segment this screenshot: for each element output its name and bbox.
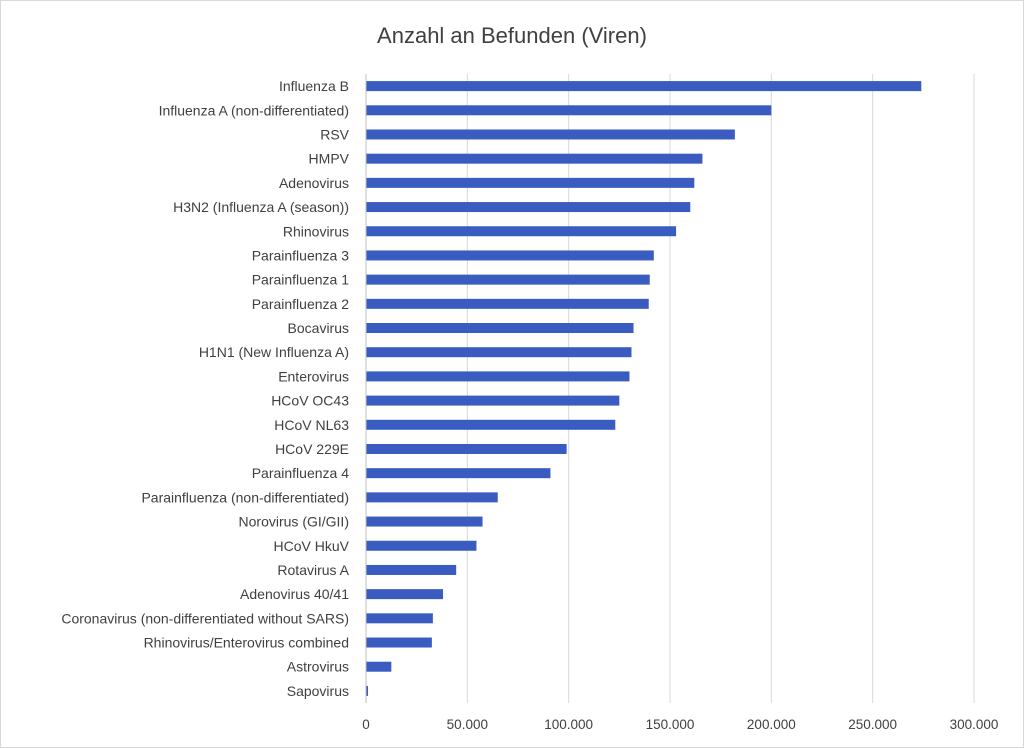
category-label: HCoV HkuV xyxy=(274,538,350,554)
bar xyxy=(366,564,457,575)
x-tick-label: 250.000 xyxy=(848,717,897,732)
category-label: Influenza B xyxy=(279,78,349,94)
bar xyxy=(366,153,703,164)
x-tick-label: 200.000 xyxy=(747,717,796,732)
category-label: Astrovirus xyxy=(287,659,349,675)
category-label: HMPV xyxy=(309,151,350,167)
chart-title: Anzahl an Befunden (Viren) xyxy=(377,23,647,48)
bars xyxy=(366,81,922,696)
bar xyxy=(366,250,654,261)
bar xyxy=(366,613,433,624)
category-label: HCoV NL63 xyxy=(274,417,349,433)
bar xyxy=(366,105,772,116)
bar xyxy=(366,274,650,285)
category-label: Parainfluenza (non-differentiated) xyxy=(141,489,349,505)
category-label: Parainfluenza 1 xyxy=(252,272,350,288)
category-label: Adenovirus 40/41 xyxy=(240,586,349,602)
category-label: Sapovirus xyxy=(287,683,349,699)
bar xyxy=(366,540,477,551)
x-tick-label: 0 xyxy=(362,717,370,732)
category-labels: Influenza B Influenza A (non-differentiat… xyxy=(61,78,349,699)
bar xyxy=(366,492,498,503)
category-label: HCoV 229E xyxy=(275,441,349,457)
bar xyxy=(366,371,630,382)
bar xyxy=(366,323,634,334)
category-label: H3N2 (Influenza A (season)) xyxy=(173,199,349,215)
x-tick-label: 300.000 xyxy=(950,717,999,732)
bar xyxy=(366,129,735,140)
bar xyxy=(366,226,677,237)
bar xyxy=(366,419,616,430)
category-label: Rhinovirus/Enterovirus combined xyxy=(144,635,349,651)
gridlines xyxy=(466,74,975,703)
category-label: Rhinovirus xyxy=(283,223,349,239)
x-tick-label: 150.000 xyxy=(646,717,695,732)
bar xyxy=(366,81,922,92)
category-label: H1N1 (New Influenza A) xyxy=(199,344,349,360)
category-label: Coronavirus (non-differentiated without … xyxy=(61,610,349,626)
category-label: Parainfluenza 3 xyxy=(252,247,350,263)
x-tick-labels: 0 50.000 100.000 150.000 200.000 250.000 300.0… xyxy=(362,717,998,732)
x-tick-label: 100.000 xyxy=(544,717,593,732)
bar xyxy=(366,637,432,648)
bar xyxy=(366,685,369,696)
x-tick-label: 50.000 xyxy=(447,717,488,732)
bar xyxy=(366,443,567,454)
category-label: Norovirus (GI/GII) xyxy=(239,514,349,530)
category-label: HCoV OC43 xyxy=(271,393,349,409)
category-label: Bocavirus xyxy=(288,320,349,336)
bar xyxy=(366,177,695,188)
category-label: Rotavirus A xyxy=(277,562,349,578)
bar xyxy=(366,468,551,479)
category-label: Enterovirus xyxy=(278,368,349,384)
bar xyxy=(366,661,392,672)
bar xyxy=(366,202,691,213)
bar xyxy=(366,589,444,600)
category-label: Influenza A (non-differentiated) xyxy=(159,102,349,118)
bar xyxy=(366,347,632,358)
category-label: Parainfluenza 2 xyxy=(252,296,350,312)
bar xyxy=(366,516,483,527)
category-label: Parainfluenza 4 xyxy=(252,465,350,481)
category-label: Adenovirus xyxy=(279,175,349,191)
bar xyxy=(366,298,649,309)
category-label: RSV xyxy=(320,126,349,142)
bar xyxy=(366,395,620,406)
